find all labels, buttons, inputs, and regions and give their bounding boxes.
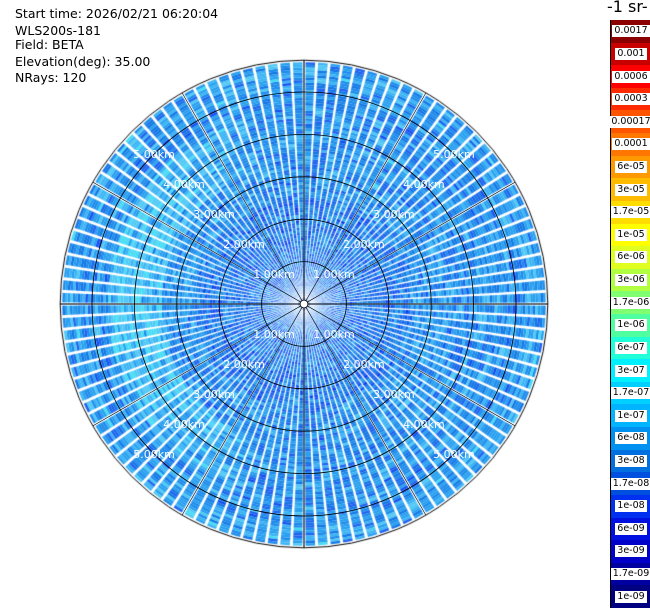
colorbar-tick-label: 3e-07	[615, 364, 647, 377]
colorbar-cell: 0.0003	[611, 87, 650, 111]
colorbar-tick-label: 1e-07	[615, 409, 647, 422]
elevation-label: Elevation(deg): 35.00	[12, 54, 154, 70]
colorbar-tick-label: 0.0003	[612, 93, 650, 106]
range-ring-label: 4.00km	[403, 178, 445, 191]
colorbar-tick-label: 0.0001	[612, 138, 650, 151]
colorbar-cell: 1e-05	[611, 223, 650, 247]
colorbar-cell: 3e-08	[611, 449, 650, 473]
colorbar-tick-label: 1e-05	[615, 228, 647, 241]
range-ring-label: 1.00km	[313, 328, 355, 341]
range-ring-label: 5.00km	[133, 448, 175, 461]
colorbar-cell: 1.7e-07	[610, 381, 650, 405]
colorbar-tick-label: 1.7e-05	[610, 206, 650, 219]
range-ring-label: 1.00km	[253, 268, 295, 281]
colorbar-tick-label: 1e-09	[615, 590, 647, 603]
colorbar-tick-label: 0.00017	[609, 115, 650, 128]
colorbar-tick-label: 1.7e-07	[610, 387, 650, 400]
range-ring-label: 3.00km	[193, 388, 235, 401]
range-ring-label: 2.00km	[343, 358, 385, 371]
range-ring-label: 5.00km	[433, 148, 475, 161]
instrument-label: WLS200s-181	[12, 23, 104, 39]
colorbar-tick-label: 3e-06	[615, 274, 647, 287]
colorbar: 0.0017 0.001 0.0006 0.0003 0.00017 0.0001 6e-0…	[609, 20, 650, 608]
colorbar-tick-label: 0.0006	[612, 70, 650, 83]
range-ring-label: 2.00km	[343, 238, 385, 251]
colorbar-tick-label: 0.001	[615, 47, 647, 60]
colorbar-cell: 1.7e-05	[610, 200, 650, 224]
colorbar-cell: 1.7e-08	[610, 472, 650, 495]
colorbar-cell: 0.00017	[609, 110, 650, 134]
range-ring-label: 5.00km	[433, 448, 475, 461]
colorbar-cell: 1.7e-06	[610, 291, 650, 314]
colorbar-cell: 3e-06	[611, 268, 650, 292]
colorbar-cell: 0.0006	[611, 65, 650, 88]
colorbar-cell: 1.7e-09	[610, 562, 650, 586]
colorbar-tick-label: 1.7e-09	[610, 568, 650, 581]
colorbar-tick-label: 6e-05	[615, 160, 647, 173]
colorbar-cell: 3e-07	[611, 359, 650, 382]
colorbar-tick-label: 3e-05	[615, 183, 647, 196]
range-ring-label: 4.00km	[163, 178, 205, 191]
colorbar-tick-label: 3e-08	[615, 454, 647, 467]
colorbar-tick-label: 1e-06	[615, 319, 647, 332]
range-ring-label: 1.00km	[253, 328, 295, 341]
colorbar-cell: 6e-09	[611, 517, 650, 541]
range-ring-label: 1.00km	[313, 268, 355, 281]
colorbar-cell: 1e-09	[611, 585, 650, 608]
colorbar-tick-label: 6e-07	[615, 341, 647, 354]
range-ring-label: 5.00km	[133, 148, 175, 161]
colorbar-cell: 6e-08	[611, 427, 650, 450]
range-ring-label: 3.00km	[373, 208, 415, 221]
range-ring-label: 4.00km	[163, 418, 205, 431]
colorbar-tick-label: 3e-09	[615, 545, 647, 558]
radar-center-marker	[299, 299, 309, 309]
colorbar-cell: 0.001	[611, 42, 650, 66]
colorbar-cell: 0.0017	[611, 20, 650, 43]
colorbar-tick-label: 0.0017	[612, 25, 650, 38]
colorbar-cell: 0.0001	[611, 133, 650, 156]
colorbar-tick-label: 6e-09	[615, 522, 647, 535]
field-label: Field: BETA	[12, 37, 87, 53]
range-ring-label: 4.00km	[403, 418, 445, 431]
range-ring-labels: 1.00km 1.00km 1.00km 1.00km 2.00km 2.00km 2.00…	[133, 148, 474, 461]
colorbar-tick-label: 6e-06	[615, 251, 647, 264]
colorbar-tick-label: 1.7e-06	[610, 296, 650, 309]
range-ring-label: 2.00km	[223, 238, 265, 251]
colorbar-cell: 1e-06	[611, 314, 650, 337]
colorbar-tick-label: 6e-08	[615, 432, 647, 445]
colorbar-cell: 3e-05	[611, 178, 650, 201]
range-ring-label: 2.00km	[223, 358, 265, 371]
colorbar-cell: 1e-07	[611, 404, 650, 428]
range-ring-label: 3.00km	[373, 388, 415, 401]
colorbar-tick-label: 1.7e-08	[610, 477, 650, 490]
range-rings	[60, 60, 548, 548]
colorbar-tick-label: 1e-08	[615, 500, 647, 513]
colorbar-cell: 3e-09	[611, 540, 650, 563]
nrays-label: NRays: 120	[12, 70, 90, 86]
colorbar-cell: 1e-08	[611, 494, 650, 518]
colorbar-units-title: -1 sr-	[607, 0, 650, 16]
colorbar-cell: 6e-07	[611, 336, 650, 360]
range-ring-label: 3.00km	[193, 208, 235, 221]
colorbar-cell: 6e-05	[611, 155, 650, 179]
colorbar-cell: 6e-06	[611, 246, 650, 269]
start-time-label: Start time: 2026/02/21 06:20:04	[12, 6, 222, 22]
